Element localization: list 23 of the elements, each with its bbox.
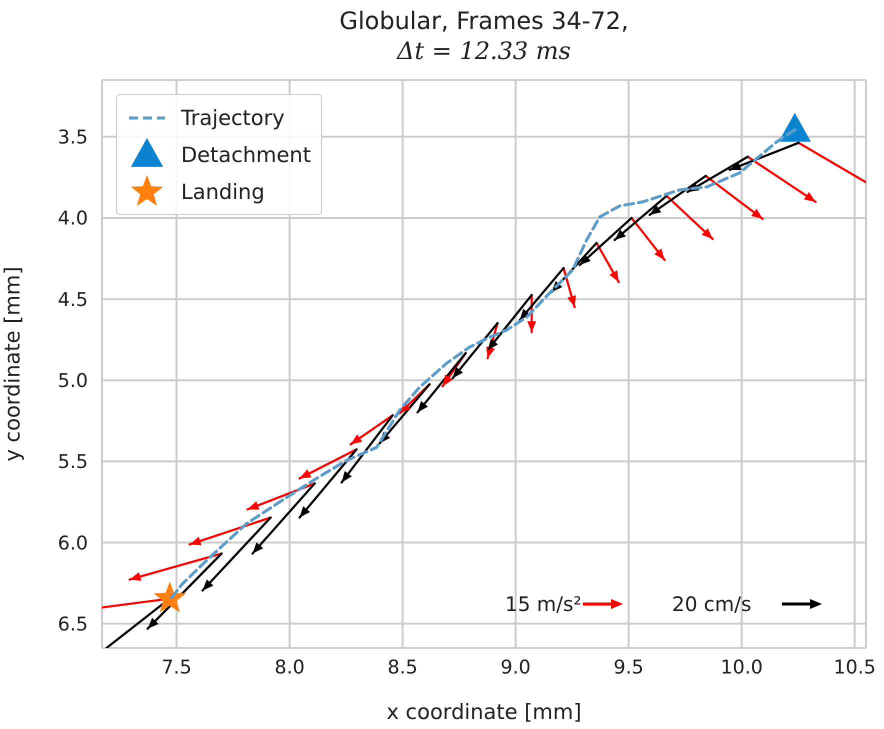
- y-tick-label: 6.5: [58, 613, 88, 636]
- annotation: 15 m/s²: [505, 592, 582, 616]
- x-tick-label: 8.5: [388, 656, 418, 678]
- y-tick-label: 4.5: [58, 288, 88, 311]
- x-tick-label: 7.5: [161, 656, 192, 678]
- legend-label: Detachment: [181, 142, 311, 166]
- x-tick-label: 10.0: [720, 656, 763, 678]
- legend-label: Landing: [181, 180, 265, 204]
- annotation: 20 cm/s: [672, 592, 752, 616]
- x-tick-label: 10.5: [834, 656, 876, 678]
- x-tick-label: 9.5: [614, 656, 644, 678]
- y-tick-label: 3.5: [58, 126, 88, 149]
- chart-subtitle: Δt = 12.33 ms: [396, 36, 572, 66]
- x-tick-label: 9.0: [500, 656, 531, 678]
- x-tick-label: 8.0: [274, 656, 305, 678]
- legend-label: Trajectory: [181, 106, 285, 130]
- x-axis-title: x coordinate [mm]: [386, 700, 582, 724]
- chart-title: Globular, Frames 34-72,: [338, 6, 630, 36]
- y-tick-label: 5.5: [58, 451, 88, 474]
- y-tick-label: 4.0: [58, 208, 88, 230]
- y-tick-label: 6.0: [58, 532, 88, 554]
- y-tick-label: 5.0: [58, 370, 88, 392]
- y-axis-title: y coordinate [mm]: [0, 266, 24, 462]
